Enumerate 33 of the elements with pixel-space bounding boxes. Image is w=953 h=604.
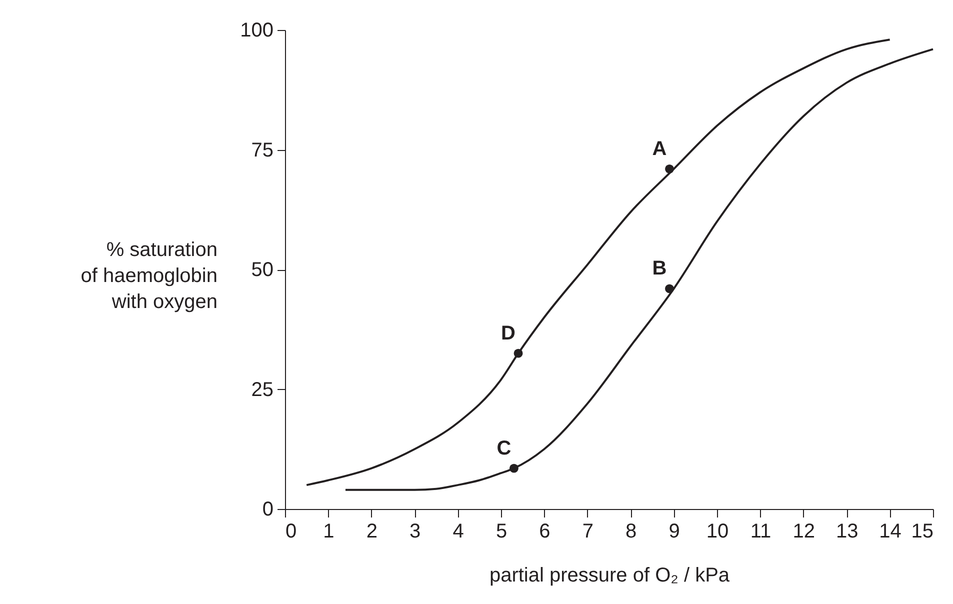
x-tick-label: 11 [750, 520, 772, 542]
point [665, 284, 674, 294]
x-tick-label: 9 [668, 520, 680, 542]
annotation: A [652, 138, 667, 160]
line-series [344, 48, 934, 491]
y-tick-label: 100 [240, 20, 274, 42]
y-tick-label: 0 [262, 498, 274, 520]
x-tick-label: 10 [706, 520, 729, 542]
point [665, 164, 674, 174]
y-tick-label: 25 [251, 378, 274, 401]
x-tick-label: 8 [626, 520, 637, 542]
line-series [306, 38, 891, 486]
y-tick-label: 50 [251, 259, 274, 281]
point [514, 348, 523, 358]
x-tick-label: 2 [366, 520, 378, 542]
annotation: B [652, 258, 667, 280]
x-tick-label: 14 [879, 520, 902, 542]
x-tick-label: 7 [582, 520, 594, 542]
x-tick-label: 3 [410, 520, 421, 542]
x-tick-label: 15 [911, 520, 934, 542]
x-tick-label: 13 [836, 520, 858, 542]
y-tick-label: 75 [251, 139, 274, 162]
point [509, 464, 518, 473]
x-tick-label: 12 [792, 520, 816, 542]
x-tick-label: 5 [496, 520, 508, 542]
y-axis-title: % saturation of haemoglobin with oxygen [80, 239, 218, 313]
annotation: C [496, 437, 512, 460]
annotation: D [501, 322, 516, 344]
x-axis-title: partial pressure of O₂ / kPa [489, 564, 730, 586]
x-tick-label: 0 [286, 520, 297, 542]
x-tick-label: 1 [323, 520, 334, 542]
x-tick-label: 6 [539, 520, 550, 542]
x-tick-label: 4 [452, 520, 464, 542]
